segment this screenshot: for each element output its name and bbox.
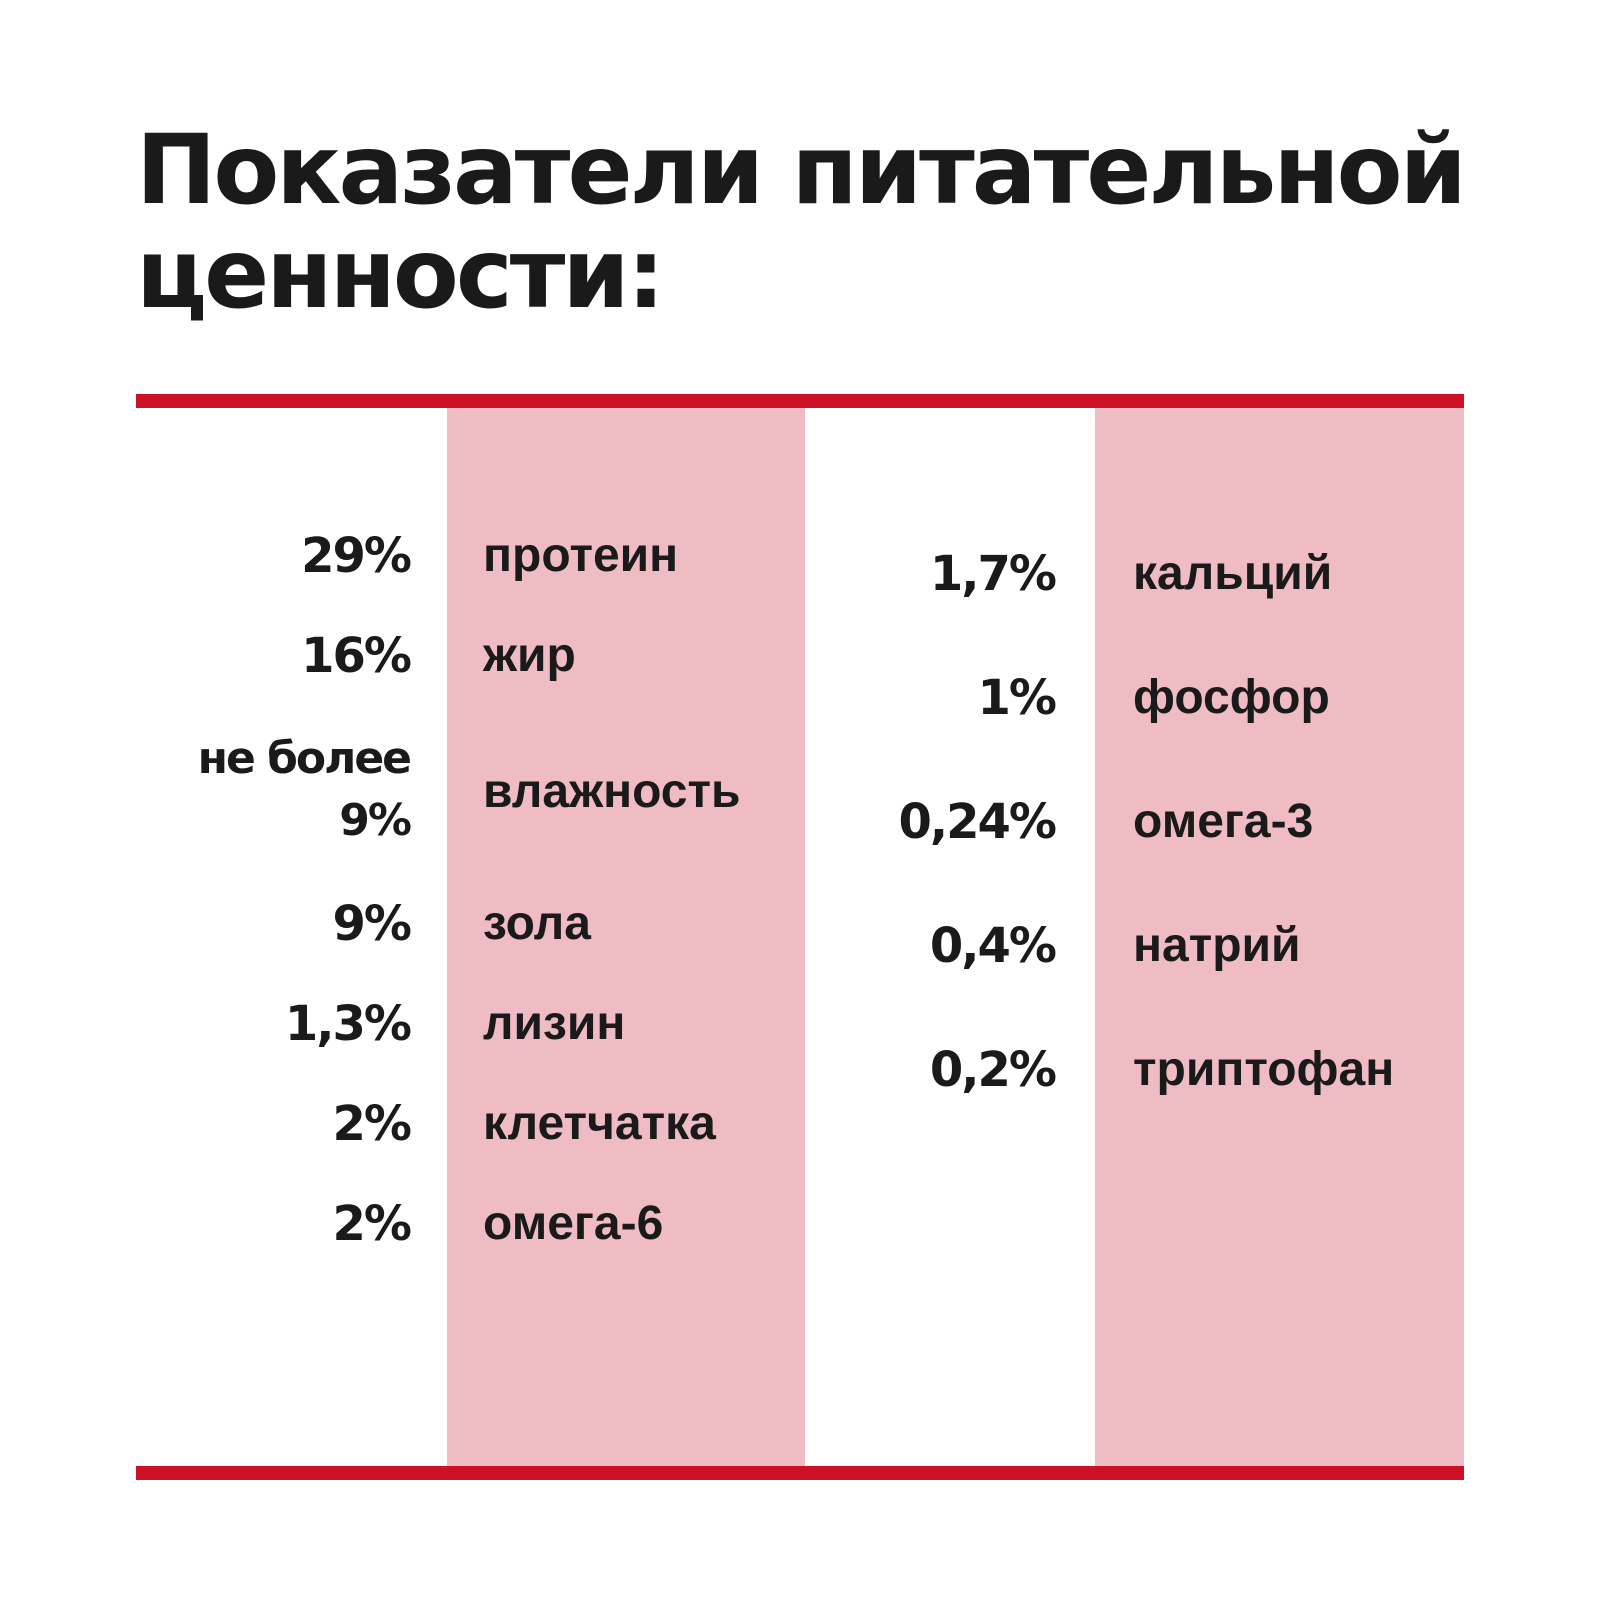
nutrient-value: 0,2%	[929, 1042, 1057, 1098]
nutrient-value-group: не более 9%	[197, 728, 412, 852]
title-line-1: Показатели питательной	[136, 114, 1467, 226]
nutrient-name: натрий	[1133, 919, 1301, 972]
nutrient-name: зола	[483, 897, 591, 950]
nutrient-name: жир	[483, 629, 576, 682]
page-title: Показатели питательной ценности:	[136, 118, 1476, 326]
top-divider	[136, 394, 1464, 408]
nutrient-name: клетчатка	[483, 1097, 716, 1150]
nutrient-name: триптофан	[1133, 1043, 1395, 1096]
nutrient-name: кальций	[1133, 547, 1333, 600]
nutrient-name: протеин	[483, 529, 679, 582]
right-names-band	[1095, 408, 1464, 1466]
nutrient-value: 0,4%	[929, 918, 1057, 974]
title-line-2: ценности:	[136, 218, 665, 330]
nutrient-value: 2%	[332, 1096, 412, 1152]
nutrient-name: влажность	[483, 765, 741, 818]
nutrient-value: 1,7%	[929, 546, 1057, 602]
nutrient-value: 0,24%	[898, 794, 1057, 850]
nutrient-value: 1,3%	[284, 996, 412, 1052]
nutrient-value: 2%	[332, 1196, 412, 1252]
left-names-band	[447, 408, 805, 1466]
bottom-divider	[136, 1466, 1464, 1480]
nutrient-value: 9%	[332, 896, 412, 952]
nutrient-name: фосфор	[1133, 671, 1330, 724]
nutrient-name: омега-3	[1133, 795, 1314, 848]
nutrient-value: 29%	[301, 528, 412, 584]
nutrient-name: омега-6	[483, 1197, 664, 1250]
nutrient-value: 1%	[977, 670, 1057, 726]
nutrient-value: 9%	[339, 795, 412, 846]
nutrient-value: 16%	[301, 628, 412, 684]
nutrient-name: лизин	[483, 997, 626, 1050]
nutrient-value-prefix: не более	[197, 733, 412, 784]
